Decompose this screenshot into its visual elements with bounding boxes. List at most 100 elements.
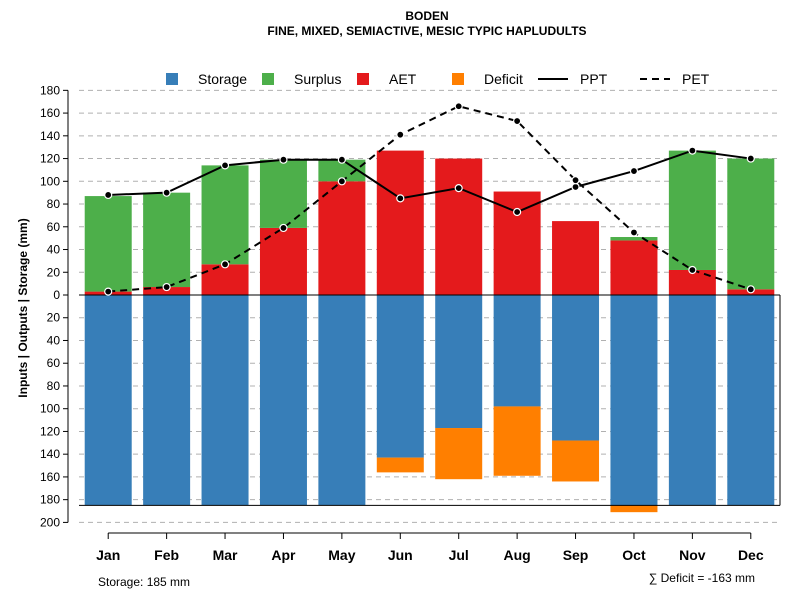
- x-tick-label-sep: Sep: [563, 547, 589, 563]
- pet-point-dec: [746, 285, 755, 294]
- deficit-note: ∑ Deficit = -163 mm: [649, 571, 755, 585]
- bar-deficit-oct: [610, 505, 658, 513]
- legend-label-ppt: PPT: [580, 71, 608, 87]
- x-tick-label-nov: Nov: [679, 547, 706, 563]
- series-lines: [104, 102, 755, 296]
- y-tick-label: 180: [40, 83, 60, 97]
- pet-point-nov: [688, 265, 697, 275]
- bar-surplus-dec: [727, 158, 775, 290]
- bar-storage-mar: [201, 295, 249, 506]
- bar-storage-may: [318, 295, 366, 506]
- bar-surplus-mar: [201, 165, 249, 265]
- ppt-point-sep: [571, 182, 580, 192]
- bar-surplus-apr: [259, 159, 307, 228]
- y-tick-label: 60: [47, 356, 61, 370]
- bar-storage-sep: [552, 295, 600, 441]
- bar-aet-sep: [552, 221, 600, 295]
- bar-deficit-aug: [493, 406, 541, 476]
- bar-storage-feb: [143, 295, 191, 506]
- pet-point-jul: [454, 102, 463, 111]
- bar-aet-jun: [376, 150, 424, 295]
- chart-title: BODEN: [405, 9, 448, 23]
- legend-label-pet: PET: [682, 71, 710, 87]
- y-tick-label: 160: [40, 470, 60, 484]
- bar-aet-aug: [493, 191, 541, 295]
- pet-point-oct: [629, 228, 639, 237]
- pet-point-jan: [104, 287, 113, 296]
- legend-swatch-deficit: [452, 73, 464, 85]
- bar-deficit-jul: [435, 428, 483, 480]
- bar-aet-may: [318, 181, 366, 295]
- y-tick-label: 20: [47, 265, 61, 279]
- bar-storage-aug: [493, 295, 541, 407]
- legend-label-deficit: Deficit: [484, 71, 523, 87]
- y-tick-label: 80: [47, 197, 61, 211]
- bar-surplus-oct: [610, 237, 658, 241]
- pet-point-feb: [162, 282, 171, 292]
- bar-storage-jun: [376, 295, 424, 458]
- bar-surplus-may: [318, 159, 366, 182]
- x-tick-label-apr: Apr: [271, 547, 296, 563]
- x-tick-label-may: May: [328, 547, 355, 563]
- legend-swatch-aet: [357, 73, 369, 85]
- y-tick-label: 180: [40, 493, 60, 507]
- bar-surplus-jan: [84, 196, 132, 292]
- y-tick-label: 160: [40, 106, 60, 120]
- bar-deficit-sep: [552, 440, 600, 482]
- y-tick-label: 20: [47, 311, 61, 325]
- x-tick-label-mar: Mar: [213, 547, 238, 563]
- y-tick-label: 100: [40, 402, 60, 416]
- chart-subtitle: FINE, MIXED, SEMIACTIVE, MESIC TYPIC HAP…: [267, 24, 586, 38]
- x-tick-label-jun: Jun: [388, 547, 413, 563]
- y-tick-label: 40: [47, 333, 61, 347]
- y-tick-label: 200: [40, 515, 60, 529]
- y-tick-label: 40: [47, 243, 61, 257]
- bar-aet-oct: [610, 240, 658, 295]
- ppt-point-aug: [513, 207, 522, 217]
- ppt-point-may: [337, 155, 346, 164]
- ppt-point-oct: [629, 166, 639, 176]
- y-tick-label: 120: [40, 152, 60, 166]
- x-tick-label-jan: Jan: [96, 547, 120, 563]
- bar-storage-jul: [435, 295, 483, 429]
- pet-point-sep: [571, 176, 580, 185]
- bars: [79, 150, 781, 513]
- y-tick-label: 100: [40, 174, 60, 188]
- pet-point-may: [337, 177, 346, 186]
- storage-note: Storage: 185 mm: [98, 575, 190, 589]
- bar-aet-mar: [201, 264, 249, 295]
- x-tick-label-jul: Jul: [449, 547, 469, 563]
- axes: 1801601401201008060402002040608010012014…: [40, 83, 764, 563]
- bar-surplus-nov: [668, 150, 716, 270]
- legend-swatch-surplus: [262, 73, 274, 85]
- legend-swatch-storage: [166, 73, 178, 85]
- x-tick-label-oct: Oct: [622, 547, 646, 563]
- y-tick-label: 60: [47, 220, 61, 234]
- y-tick-label: 0: [53, 288, 60, 302]
- pet-point-jun: [396, 130, 405, 139]
- bar-storage-nov: [668, 295, 716, 506]
- pet-line: [108, 105, 752, 293]
- ppt-line: [108, 149, 751, 214]
- bar-storage-oct: [610, 295, 658, 506]
- pet-point-mar: [220, 260, 230, 269]
- y-axis-label: Inputs | Outputs | Storage (mm): [16, 218, 30, 397]
- bar-deficit-jun: [376, 457, 424, 473]
- x-tick-label-aug: Aug: [504, 547, 531, 563]
- bar-aet-jul: [435, 158, 483, 295]
- ppt-point-dec: [746, 154, 755, 163]
- y-tick-label: 120: [40, 424, 60, 438]
- bar-surplus-feb: [143, 192, 191, 288]
- y-tick-label: 140: [40, 129, 60, 143]
- ppt-point-jan: [104, 190, 113, 200]
- ppt-point-apr: [279, 155, 288, 164]
- ppt-point-mar: [220, 161, 230, 170]
- pet-point-apr: [279, 223, 288, 233]
- bar-storage-jan: [84, 295, 132, 506]
- bar-storage-apr: [259, 295, 307, 506]
- ppt-point-feb: [162, 188, 171, 197]
- ppt-point-jul: [454, 184, 463, 193]
- y-tick-label: 140: [40, 447, 60, 461]
- bar-storage-dec: [727, 295, 775, 506]
